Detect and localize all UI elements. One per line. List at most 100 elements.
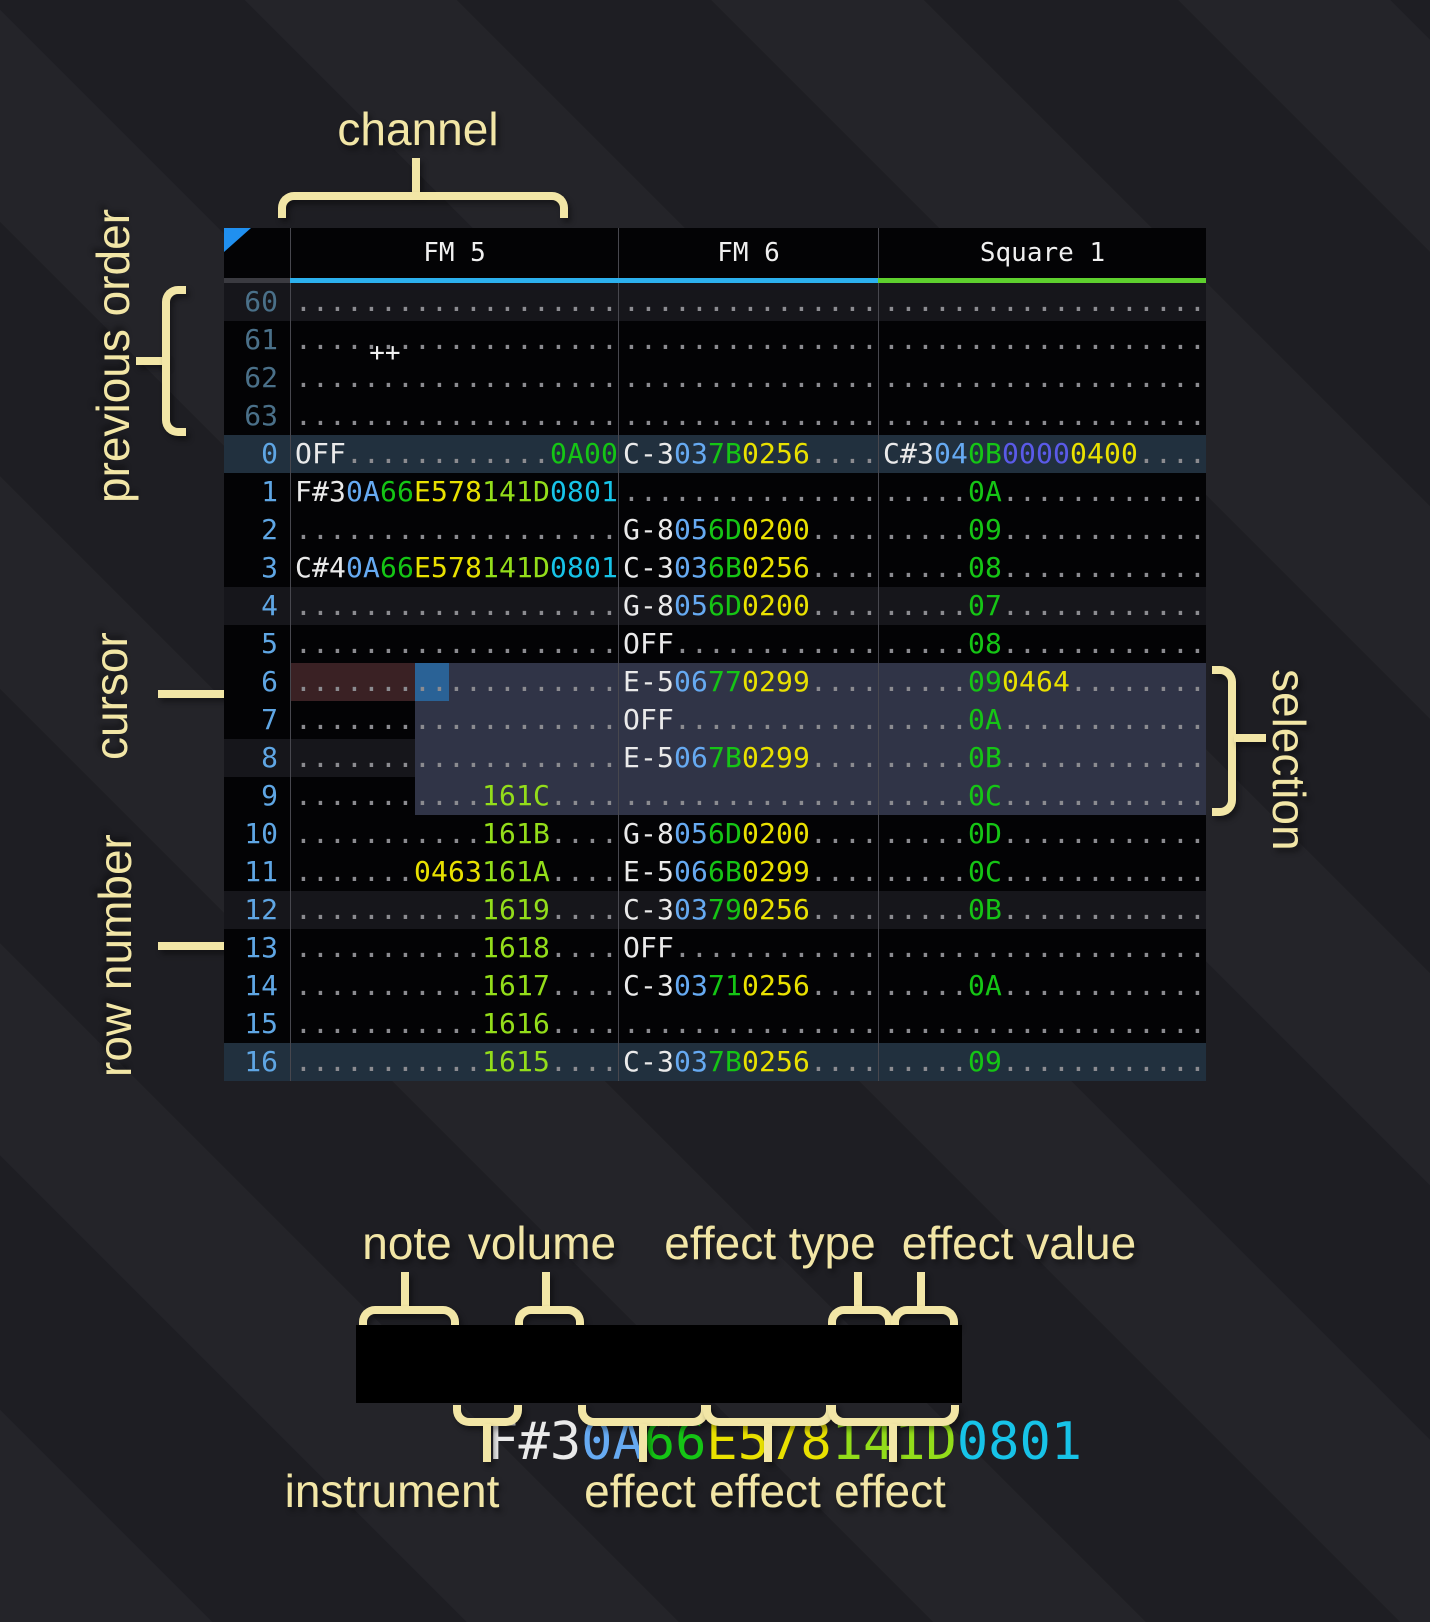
pattern-cell-sq1[interactable]: ...................	[878, 397, 1206, 435]
pattern-row: 12 ...........1619.... C-303790256........…	[224, 891, 1206, 929]
pattern-cell-fm6[interactable]: ...............	[618, 397, 878, 435]
pattern-row: 61......................................…	[224, 321, 1206, 359]
pattern-cell-sq1[interactable]: C#3040B00000400....	[878, 435, 1206, 473]
pattern-cell-fm6[interactable]: G-8056D0200....	[618, 815, 878, 853]
row-number: 0	[261, 437, 278, 470]
pattern-cell-sq1[interactable]: .....0C............	[878, 777, 1206, 815]
pattern-cell-fm6[interactable]: ...............	[618, 473, 878, 511]
row-number: 61	[244, 323, 278, 356]
selection-annotation-bracket	[1212, 666, 1236, 816]
pattern-cell-fm5[interactable]: ...................	[290, 397, 618, 435]
pattern-cell-fm6[interactable]: E-5067B0299....	[618, 739, 878, 777]
pattern-cell-fm5[interactable]: .......0463161A....	[290, 853, 618, 891]
channel-accent-bar	[224, 278, 1206, 283]
pattern-cell-fm5[interactable]: ...........1616....	[290, 1005, 618, 1043]
channel-header-fm6[interactable]: FM 6	[618, 228, 878, 278]
row-number: 15	[244, 1007, 278, 1040]
pattern-cell-sq1[interactable]: .....08............	[878, 625, 1206, 663]
pattern-cell-fm6[interactable]: ...............	[618, 283, 878, 321]
row-number: 63	[244, 399, 278, 432]
pattern-cell-sq1[interactable]: .....0A............	[878, 473, 1206, 511]
pattern-cell-fm5[interactable]: ...................	[290, 739, 618, 777]
pattern-cell-sq1[interactable]: ...................	[878, 283, 1206, 321]
pattern-row: 14 ...........1617.... C-303710256........…	[224, 967, 1206, 1005]
pattern-cell-fm6[interactable]: OFF............	[618, 929, 878, 967]
pattern-cell-fm5[interactable]: ...........1618....	[290, 929, 618, 967]
pattern-cell-fm5[interactable]: ...................	[290, 587, 618, 625]
pattern-row: 4................... G-8056D0200.........…	[224, 587, 1206, 625]
pattern-cell-sq1[interactable]: .....0B............	[878, 891, 1206, 929]
channel-header-fm5[interactable]: FM 5	[290, 228, 618, 278]
pattern-cell-fm6[interactable]: ...............	[618, 359, 878, 397]
legend-label-effect-value: effect value	[901, 1217, 1137, 1269]
pattern-cell-fm5[interactable]: C#40A66E578141D0801	[290, 549, 618, 587]
pattern-row: 62......................................…	[224, 359, 1206, 397]
pattern-cell-fm6[interactable]: G-8056D0200....	[618, 587, 878, 625]
legend-label-instrument: instrument	[284, 1465, 500, 1517]
row-number: 2	[261, 513, 278, 546]
pattern-cell-fm5[interactable]: ...................	[290, 511, 618, 549]
pattern-cell-fm6[interactable]: E-506770299....	[618, 663, 878, 701]
pattern-cell-fm5[interactable]: ...................	[290, 321, 618, 359]
pattern-cell-fm5[interactable]: F#30A66E578141D0801	[290, 473, 618, 511]
pattern-cell-sq1[interactable]: .....0B............	[878, 739, 1206, 777]
pattern-cell-sq1[interactable]: .....09............	[878, 1043, 1206, 1081]
row-number: 12	[244, 893, 278, 926]
legend-stem-volume	[542, 1272, 550, 1308]
channel-header-square1[interactable]: Square 1	[878, 228, 1206, 278]
cursor-row-highlight	[291, 663, 415, 701]
pattern-cell-fm6[interactable]: ...............	[618, 777, 878, 815]
order-corner-button[interactable]: ++	[224, 228, 401, 368]
pattern-cell-sq1[interactable]: ...................	[878, 321, 1206, 359]
pattern-cell-sq1[interactable]: .....0C............	[878, 853, 1206, 891]
pattern-cell-fm6[interactable]: C-3036B0256....	[618, 549, 878, 587]
row-number: 60	[244, 285, 278, 318]
pattern-cell-fm5[interactable]: ...................	[290, 701, 618, 739]
pattern-cell-fm5[interactable]: ...........1617....	[290, 967, 618, 1005]
accent-fm5	[290, 278, 618, 283]
legend-label-effect-type: effect type	[664, 1217, 876, 1269]
pattern-row: 8................... E-5067B0299.........…	[224, 739, 1206, 777]
pattern-cell-sq1[interactable]: .....090464........	[878, 663, 1206, 701]
pattern-cell-fm6[interactable]: G-8056D0200....	[618, 511, 878, 549]
pattern-cell-fm5[interactable]: ...........1615....	[290, 1043, 618, 1081]
pattern-cell-fm6[interactable]: E-5066B0299....	[618, 853, 878, 891]
pattern-cell-fm6[interactable]: C-3037B0256....	[618, 1043, 878, 1081]
pattern-cell-sq1[interactable]: .....0D............	[878, 815, 1206, 853]
row-number-annotation-line	[158, 942, 232, 950]
pattern-cell-fm5[interactable]: ...........1619....	[290, 891, 618, 929]
pattern-cell-fm5[interactable]: ...................	[290, 283, 618, 321]
pattern-cell-sq1[interactable]: ...................	[878, 1005, 1206, 1043]
pattern-cell-sq1[interactable]: ...................	[878, 929, 1206, 967]
pattern-cell-sq1[interactable]: .....09............	[878, 511, 1206, 549]
pattern-cell-fm6[interactable]: OFF............	[618, 701, 878, 739]
pattern-cell-fm5[interactable]: OFF............0A00	[290, 435, 618, 473]
previous-order-annotation-label: previous order	[87, 208, 139, 504]
pattern-cell-fm6[interactable]: OFF............	[618, 625, 878, 663]
pattern-row: 5................... OFF.................…	[224, 625, 1206, 663]
pattern-cell-fm6[interactable]: C-303790256....	[618, 891, 878, 929]
pattern-cell-sq1[interactable]: .....08............	[878, 549, 1206, 587]
pattern-row: 11 .......0463161A.... E-5066B0299........…	[224, 853, 1206, 891]
pattern-cell-fm5[interactable]: ...................	[290, 663, 618, 701]
pattern-cell-fm6[interactable]: C-3037B0256....	[618, 435, 878, 473]
pattern-cell-fm5[interactable]: ...........161C....	[290, 777, 618, 815]
legend-stem-effect1	[639, 1424, 647, 1462]
pattern-cell-fm5[interactable]: ...........161B....	[290, 815, 618, 853]
pattern-cell-fm6[interactable]: C-303710256....	[618, 967, 878, 1005]
selection-highlight	[449, 663, 618, 701]
pattern-cell-sq1[interactable]: .....0A............	[878, 701, 1206, 739]
pattern-cell-fm5[interactable]: ...................	[290, 359, 618, 397]
pattern-cell-sq1[interactable]: ...................	[878, 359, 1206, 397]
accent-rowheader	[224, 278, 290, 283]
legend-bracket-effect1	[578, 1405, 709, 1426]
order-corner-triangle-icon	[224, 228, 251, 252]
pattern-cell-fm5[interactable]: ...................	[290, 625, 618, 663]
pattern-cell-sq1[interactable]: .....07............	[878, 587, 1206, 625]
order-corner-label: ++	[369, 338, 401, 368]
pattern-cell-sq1[interactable]: .....0A............	[878, 967, 1206, 1005]
pattern-cell-fm6[interactable]: ...............	[618, 321, 878, 359]
row-number: 8	[261, 741, 278, 774]
pattern-cell-fm6[interactable]: ...............	[618, 1005, 878, 1043]
